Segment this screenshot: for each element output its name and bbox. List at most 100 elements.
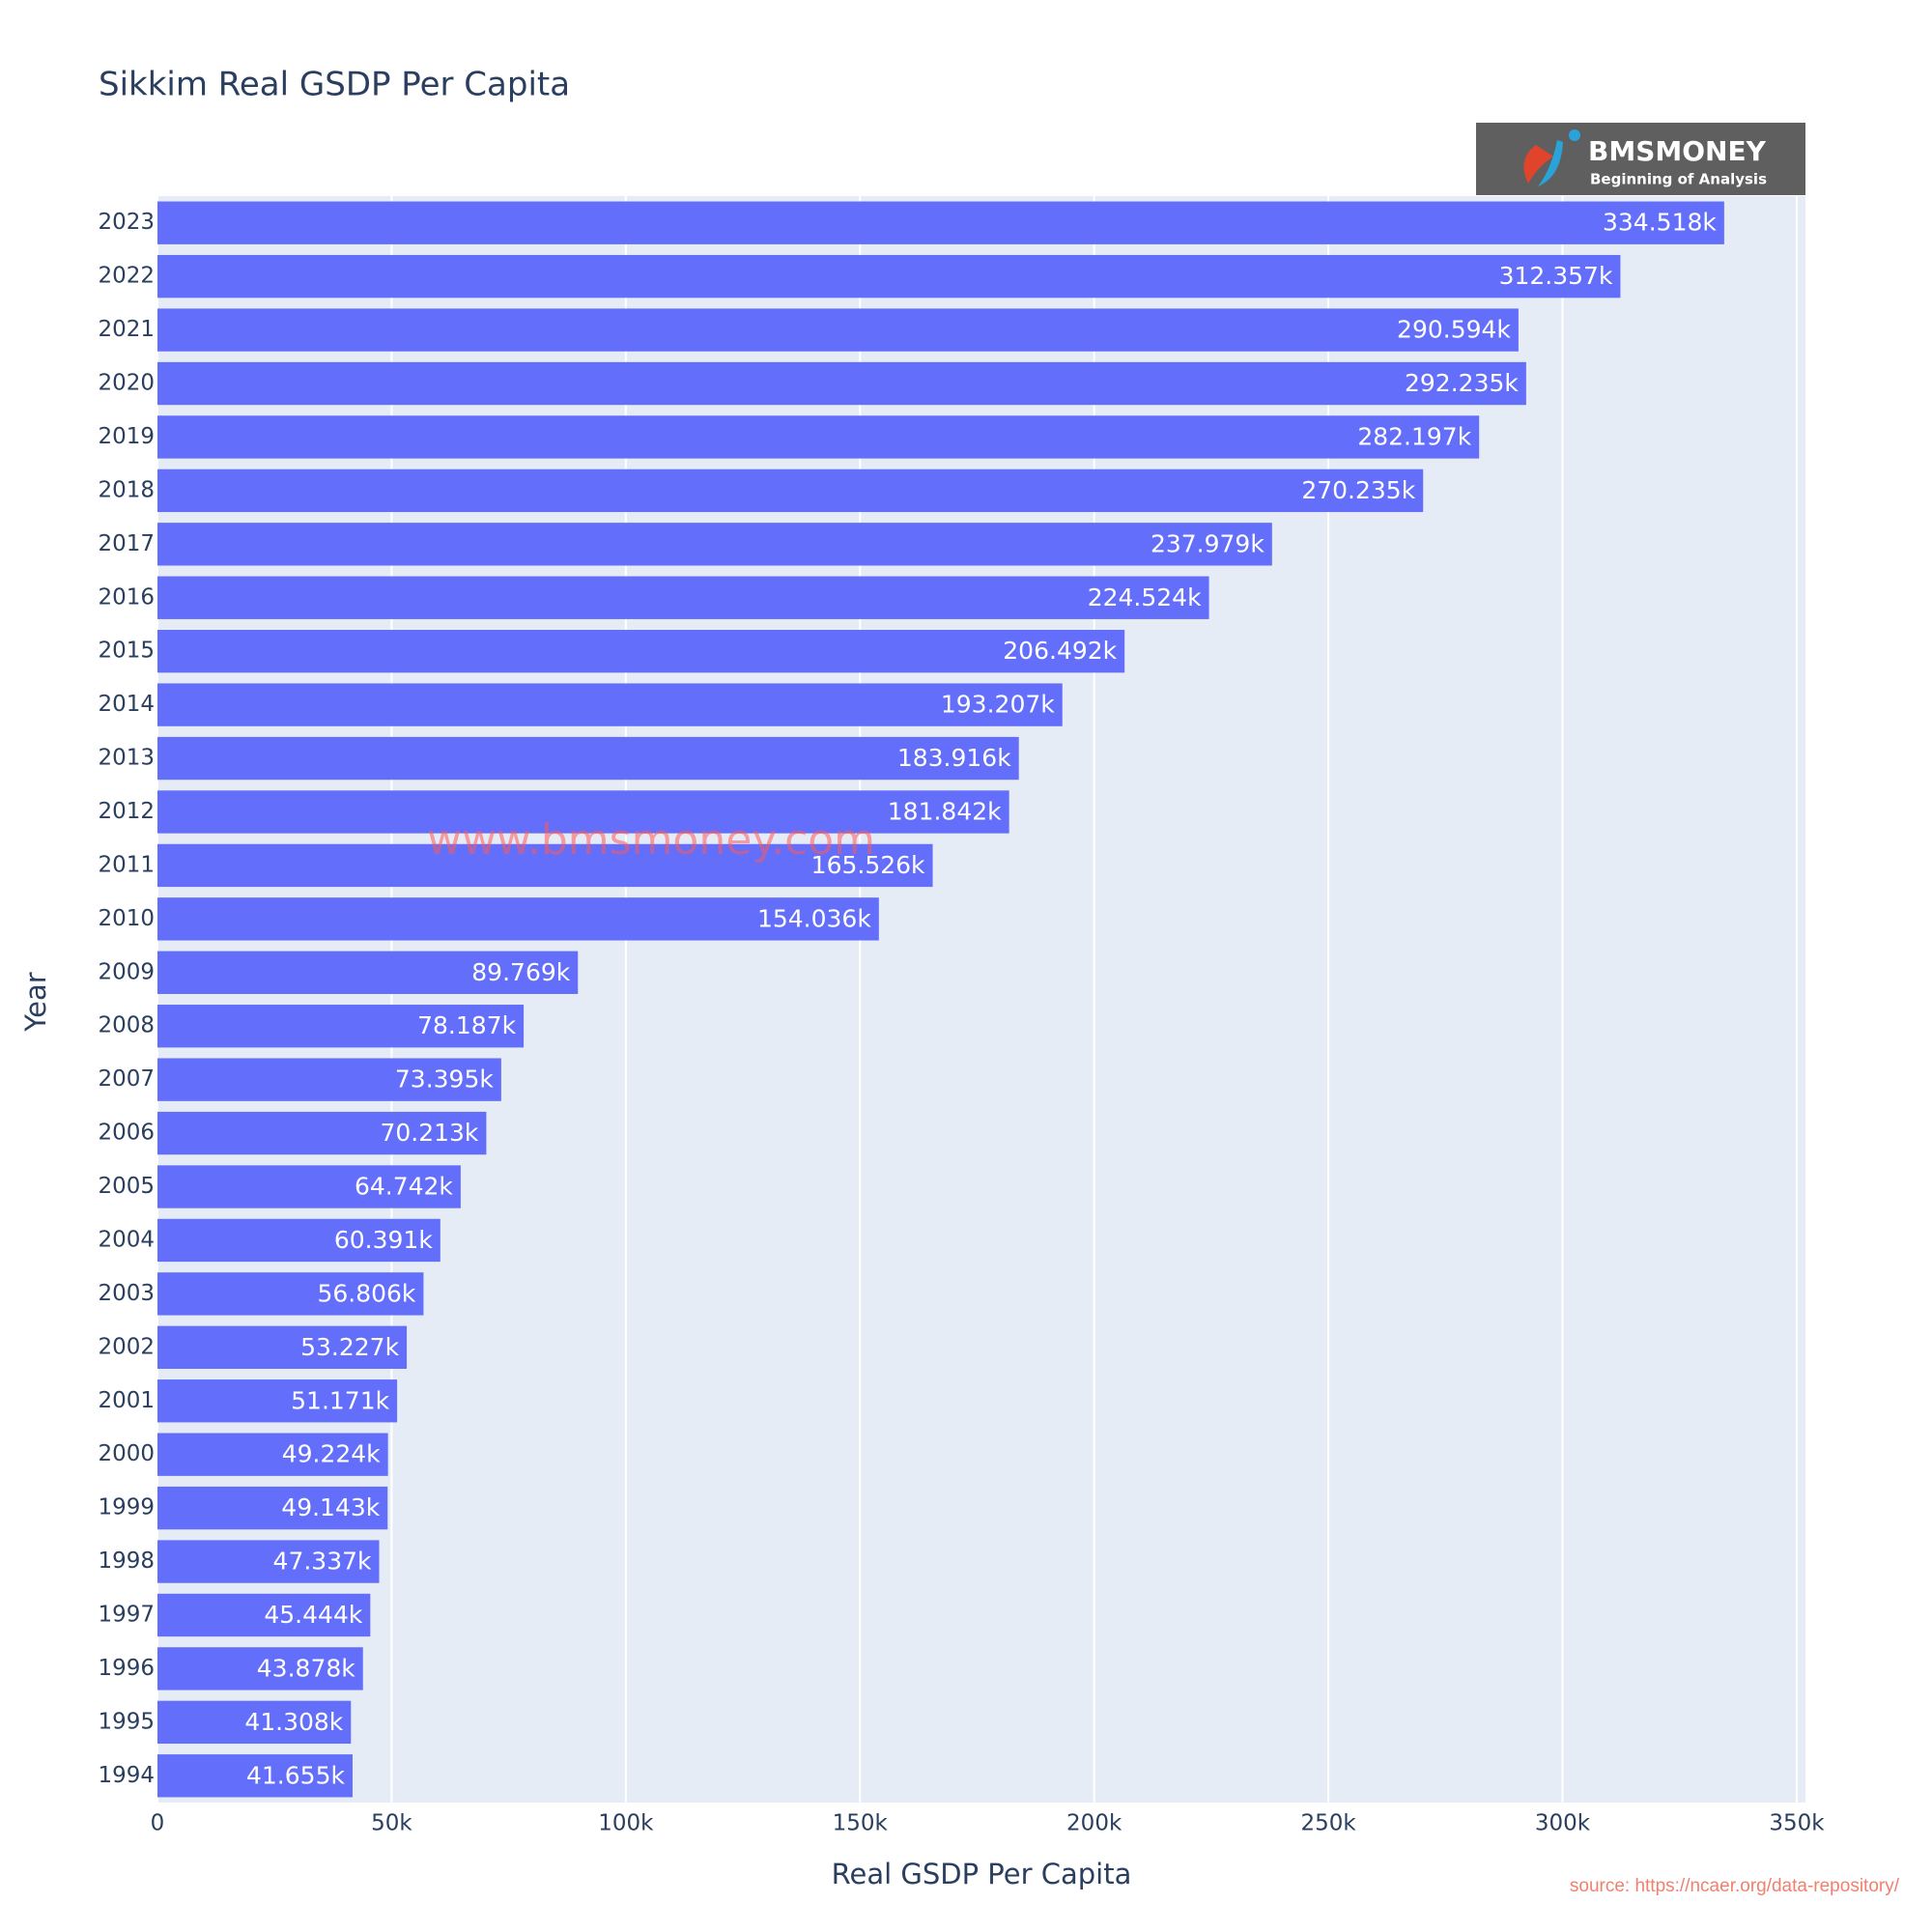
y-tick-label: 2016 [98,584,155,610]
bar [157,1218,440,1263]
x-tick-label: 0 [151,1811,165,1836]
logo-title: BMSMONEY [1588,135,1767,167]
bar [157,523,1272,566]
bar-value-label: 41.308k [244,1708,343,1736]
bar [157,469,1424,513]
bar [157,1005,525,1048]
y-tick-label: 2013 [98,746,155,771]
logo-icon [1538,140,1563,186]
y-tick-label: 2000 [98,1441,155,1466]
bar [157,1433,388,1476]
bar-value-label: 64.742k [355,1173,453,1201]
y-tick-label: 2005 [98,1174,155,1199]
y-tick-label: 2017 [98,531,155,556]
bar [157,1540,380,1583]
bar-value-label: 41.655k [246,1761,345,1789]
x-tick-label: 300k [1535,1811,1591,1836]
y-tick-label: 2014 [98,692,155,717]
y-tick-label: 2021 [98,317,155,342]
bar-value-label: 181.842k [888,797,1002,825]
y-tick-label: 1999 [98,1495,155,1520]
bar-value-label: 292.235k [1405,369,1519,397]
x-tick-label: 200k [1066,1811,1122,1836]
logo-icon [1523,145,1553,184]
bar-value-label: 53.227k [300,1333,399,1361]
y-tick-label: 2010 [98,906,155,931]
bar [157,201,1724,244]
chart-title: Sikkim Real GSDP Per Capita [99,66,570,104]
bar [157,1111,487,1155]
bar-value-label: 70.213k [380,1119,478,1147]
bar [157,1593,371,1637]
bar [157,361,1526,406]
bar [157,1379,398,1423]
bar-value-label: 154.036k [757,904,871,932]
y-tick-label: 2020 [98,371,155,396]
y-tick-label: 1997 [98,1602,155,1627]
y-tick-label: 2015 [98,639,155,664]
y-tick-label: 1998 [98,1548,155,1574]
bar-value-label: 89.769k [471,958,570,986]
plot-background [157,196,1805,1803]
bar-value-label: 183.916k [897,744,1011,772]
y-tick-label: 2008 [98,1013,155,1038]
y-tick-label: 1996 [98,1656,155,1681]
x-tick-label: 250k [1300,1811,1356,1836]
bar-value-label: 47.337k [273,1548,372,1576]
x-axis-title: Real GSDP Per Capita [832,1858,1132,1890]
y-tick-label: 2002 [98,1334,155,1359]
bar-value-label: 206.492k [1003,637,1117,665]
grid [156,196,1798,1803]
bar [157,1700,352,1745]
logo-icon [1569,129,1580,141]
y-tick-label: 2012 [98,799,155,824]
bar-value-label: 334.518k [1603,209,1717,237]
bar-value-label: 237.979k [1151,529,1264,557]
bar [157,308,1519,352]
x-tick-label: 350k [1769,1811,1825,1836]
bar-value-label: 51.171k [291,1386,389,1414]
bar-value-label: 49.143k [281,1493,380,1521]
y-tick-label: 2019 [98,424,155,449]
bar-value-label: 270.235k [1301,476,1415,504]
y-tick-label: 2004 [98,1227,155,1252]
bar-value-label: 45.444k [264,1601,362,1629]
y-axis-title: Year [19,972,52,1032]
y-tick-label: 1995 [98,1709,155,1734]
bar [157,254,1621,298]
bar-value-label: 56.806k [317,1279,415,1307]
y-tick-label: 2009 [98,959,155,984]
bar-value-label: 312.357k [1499,262,1613,290]
y-tick-label: 2023 [98,210,155,235]
y-tick-label: 2007 [98,1066,155,1092]
bar-value-label: 43.878k [257,1654,355,1682]
bar-value-label: 73.395k [395,1065,494,1094]
y-tick-label: 2001 [98,1388,155,1413]
y-tick-label: 1994 [98,1763,155,1788]
y-tick-label: 2006 [98,1121,155,1146]
x-tick-label: 50k [371,1811,412,1836]
bar [157,790,1009,834]
bar-value-label: 224.524k [1088,583,1202,611]
bar [157,951,579,994]
bar-value-label: 60.391k [334,1226,433,1254]
bar [157,415,1480,459]
bar [157,843,933,888]
bar [157,897,879,941]
bar-value-label: 78.187k [417,1011,516,1039]
bar-value-label: 282.197k [1357,422,1471,450]
bar [157,1165,461,1208]
x-tick-label: 100k [598,1811,654,1836]
y-tick-label: 2018 [98,477,155,502]
bar [157,630,1125,673]
logo-subtitle: Beginning of Analysis [1590,171,1767,188]
x-tick-label: 150k [833,1811,889,1836]
bar-value-label: 290.594k [1397,316,1511,344]
bar [157,1272,424,1316]
bar [157,1754,353,1798]
bars: 41.655k 41.308k 43.878k 45.444k 47.337k 49.14… [157,201,1724,1798]
bar-value-label: 49.224k [282,1440,381,1468]
source-note: source: https://ncaer.org/data-repositor… [1570,1876,1900,1896]
bar [157,736,1019,781]
